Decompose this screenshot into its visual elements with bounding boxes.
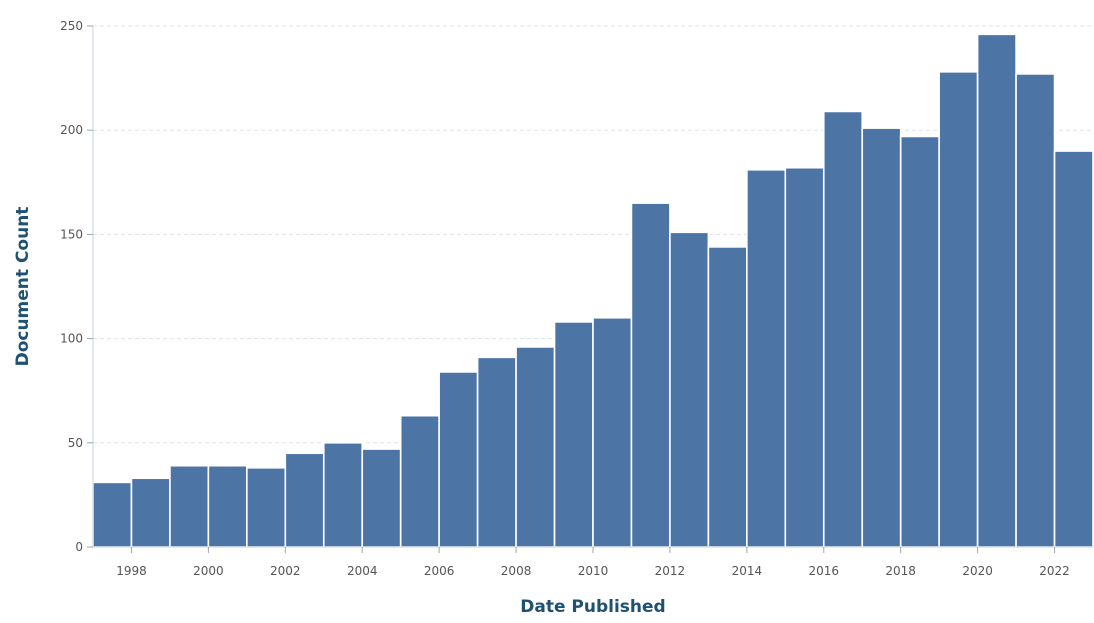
- bar-2006: [438, 371, 479, 548]
- y-tick-label: 50: [68, 436, 83, 450]
- bar-1998: [130, 477, 171, 548]
- bar-2008: [515, 346, 556, 548]
- bar-2018: [899, 135, 940, 548]
- bar-2017: [861, 127, 902, 548]
- x-axis-title: Date Published: [520, 597, 665, 617]
- bar-2020: [976, 33, 1017, 548]
- x-tick-label: 2012: [655, 564, 686, 578]
- bar-2001: [246, 467, 287, 548]
- x-axis-ticks: 1998 2000 2002 2004 2006 2008 2010 2012 2014 2016…: [116, 547, 1070, 578]
- bar-2005: [399, 414, 440, 548]
- bar-2009: [553, 321, 594, 548]
- bar-2004: [361, 448, 402, 548]
- bar-2011: [630, 202, 671, 548]
- x-tick-label: 2018: [885, 564, 916, 578]
- bar-2013: [707, 246, 748, 548]
- y-tick-label: 250: [60, 19, 83, 33]
- bar-2000: [207, 464, 248, 548]
- bar-2016: [822, 110, 864, 548]
- bar-2019: [938, 71, 979, 548]
- bar-2022: [1053, 150, 1094, 548]
- x-tick-label: 2010: [578, 564, 609, 578]
- x-tick-label: 2008: [501, 564, 532, 578]
- bar-2002: [284, 452, 325, 548]
- bar-2003: [322, 441, 364, 548]
- y-tick-label: 100: [60, 332, 83, 346]
- bar-1997: [92, 481, 133, 548]
- x-tick-label: 2006: [424, 564, 455, 578]
- x-tick-label: 2014: [732, 564, 763, 578]
- x-tick-label: 2004: [347, 564, 378, 578]
- x-tick-label: 2022: [1039, 564, 1070, 578]
- x-tick-label: 2002: [270, 564, 301, 578]
- y-axis-ticks: 0 50 100 150 200 250: [60, 19, 93, 554]
- bar-2021: [1015, 73, 1056, 548]
- bar-2012: [669, 231, 710, 548]
- bars: [92, 33, 1094, 548]
- bar-1999: [169, 464, 210, 548]
- y-axis-title: Document Count: [13, 207, 33, 367]
- y-tick-label: 200: [60, 123, 83, 137]
- y-tick-label: 0: [75, 540, 83, 554]
- x-tick-label: 2020: [962, 564, 993, 578]
- bar-2007: [476, 356, 517, 548]
- y-tick-label: 150: [60, 227, 83, 241]
- bar-2015: [784, 166, 825, 548]
- bar-2014: [746, 168, 787, 548]
- x-tick-label: 2016: [808, 564, 839, 578]
- bar-2010: [592, 316, 633, 548]
- x-tick-label: 1998: [116, 564, 147, 578]
- x-tick-label: 2000: [193, 564, 224, 578]
